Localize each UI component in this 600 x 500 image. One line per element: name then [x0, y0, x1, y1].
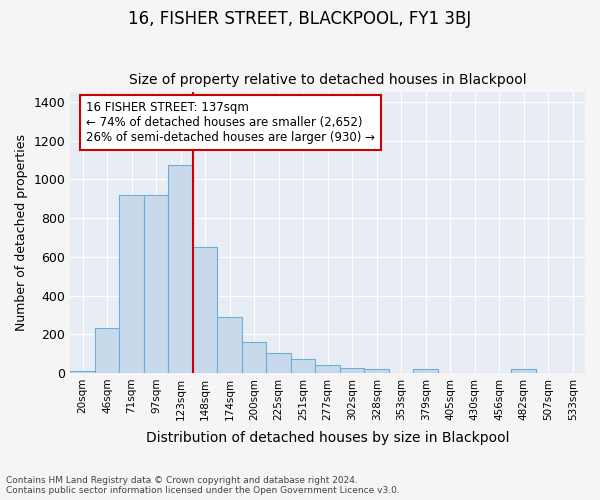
Bar: [266, 352, 291, 373]
Bar: [193, 247, 217, 373]
Bar: [119, 195, 144, 373]
Bar: [144, 195, 169, 373]
Bar: [511, 369, 536, 373]
Title: Size of property relative to detached houses in Blackpool: Size of property relative to detached ho…: [129, 73, 526, 87]
X-axis label: Distribution of detached houses by size in Blackpool: Distribution of detached houses by size …: [146, 431, 509, 445]
Bar: [340, 368, 364, 373]
Bar: [242, 342, 266, 373]
Bar: [316, 365, 340, 373]
Text: 16 FISHER STREET: 137sqm
← 74% of detached houses are smaller (2,652)
26% of sem: 16 FISHER STREET: 137sqm ← 74% of detach…: [86, 101, 375, 144]
Bar: [169, 165, 193, 373]
Bar: [95, 328, 119, 373]
Y-axis label: Number of detached properties: Number of detached properties: [15, 134, 28, 331]
Bar: [291, 360, 316, 373]
Bar: [364, 369, 389, 373]
Text: 16, FISHER STREET, BLACKPOOL, FY1 3BJ: 16, FISHER STREET, BLACKPOOL, FY1 3BJ: [128, 10, 472, 28]
Text: Contains HM Land Registry data © Crown copyright and database right 2024.
Contai: Contains HM Land Registry data © Crown c…: [6, 476, 400, 495]
Bar: [217, 317, 242, 373]
Bar: [413, 369, 438, 373]
Bar: [70, 371, 95, 373]
